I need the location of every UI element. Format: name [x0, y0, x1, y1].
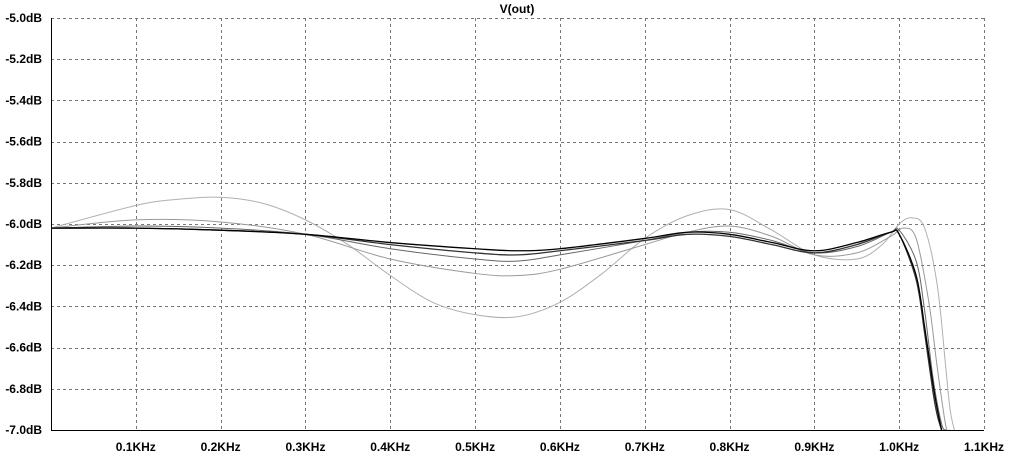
- y-tick-label: -5.2dB: [5, 52, 42, 66]
- y-tick-label: -5.0dB: [5, 11, 42, 25]
- series-line: [51, 227, 943, 430]
- x-tick-label: 0.4KHz: [370, 440, 410, 454]
- y-tick-label: -6.6dB: [5, 341, 42, 355]
- y-tick-label: -6.0dB: [5, 217, 42, 231]
- y-tick-label: -5.6dB: [5, 135, 42, 149]
- series-layer: [51, 196, 955, 430]
- x-tick-label: 0.7KHz: [625, 440, 665, 454]
- series-line: [51, 225, 947, 430]
- x-tick-label: 0.6KHz: [540, 440, 580, 454]
- y-tick-label: -6.2dB: [5, 258, 42, 272]
- y-tick-label: -6.8dB: [5, 382, 42, 396]
- y-tick-label: -7.0dB: [5, 423, 42, 437]
- y-tick-label: -5.4dB: [5, 93, 42, 107]
- x-tick-label: 0.8KHz: [710, 440, 750, 454]
- x-tick-label: 0.5KHz: [455, 440, 495, 454]
- x-tick-label: 1.1KHz: [964, 440, 1004, 454]
- series-line: [51, 196, 955, 430]
- x-tick-label: 0.9KHz: [794, 440, 834, 454]
- y-tick-label: -6.4dB: [5, 299, 42, 313]
- tick-label-layer: 0.1KHz 0.2KHz 0.3KHz 0.4KHz 0.5KHz 0.6KHz 0.7K…: [5, 11, 1004, 454]
- y-tick-label: -5.8dB: [5, 176, 42, 190]
- axis-layer: [51, 18, 984, 431]
- series-line: [51, 227, 943, 430]
- chart-title: V(out): [500, 2, 535, 16]
- grid-layer: [51, 18, 985, 431]
- x-tick-label: 0.3KHz: [285, 440, 325, 454]
- x-tick-label: 1.0KHz: [879, 440, 919, 454]
- x-tick-label: 0.2KHz: [201, 440, 241, 454]
- x-tick-label: 0.1KHz: [116, 440, 156, 454]
